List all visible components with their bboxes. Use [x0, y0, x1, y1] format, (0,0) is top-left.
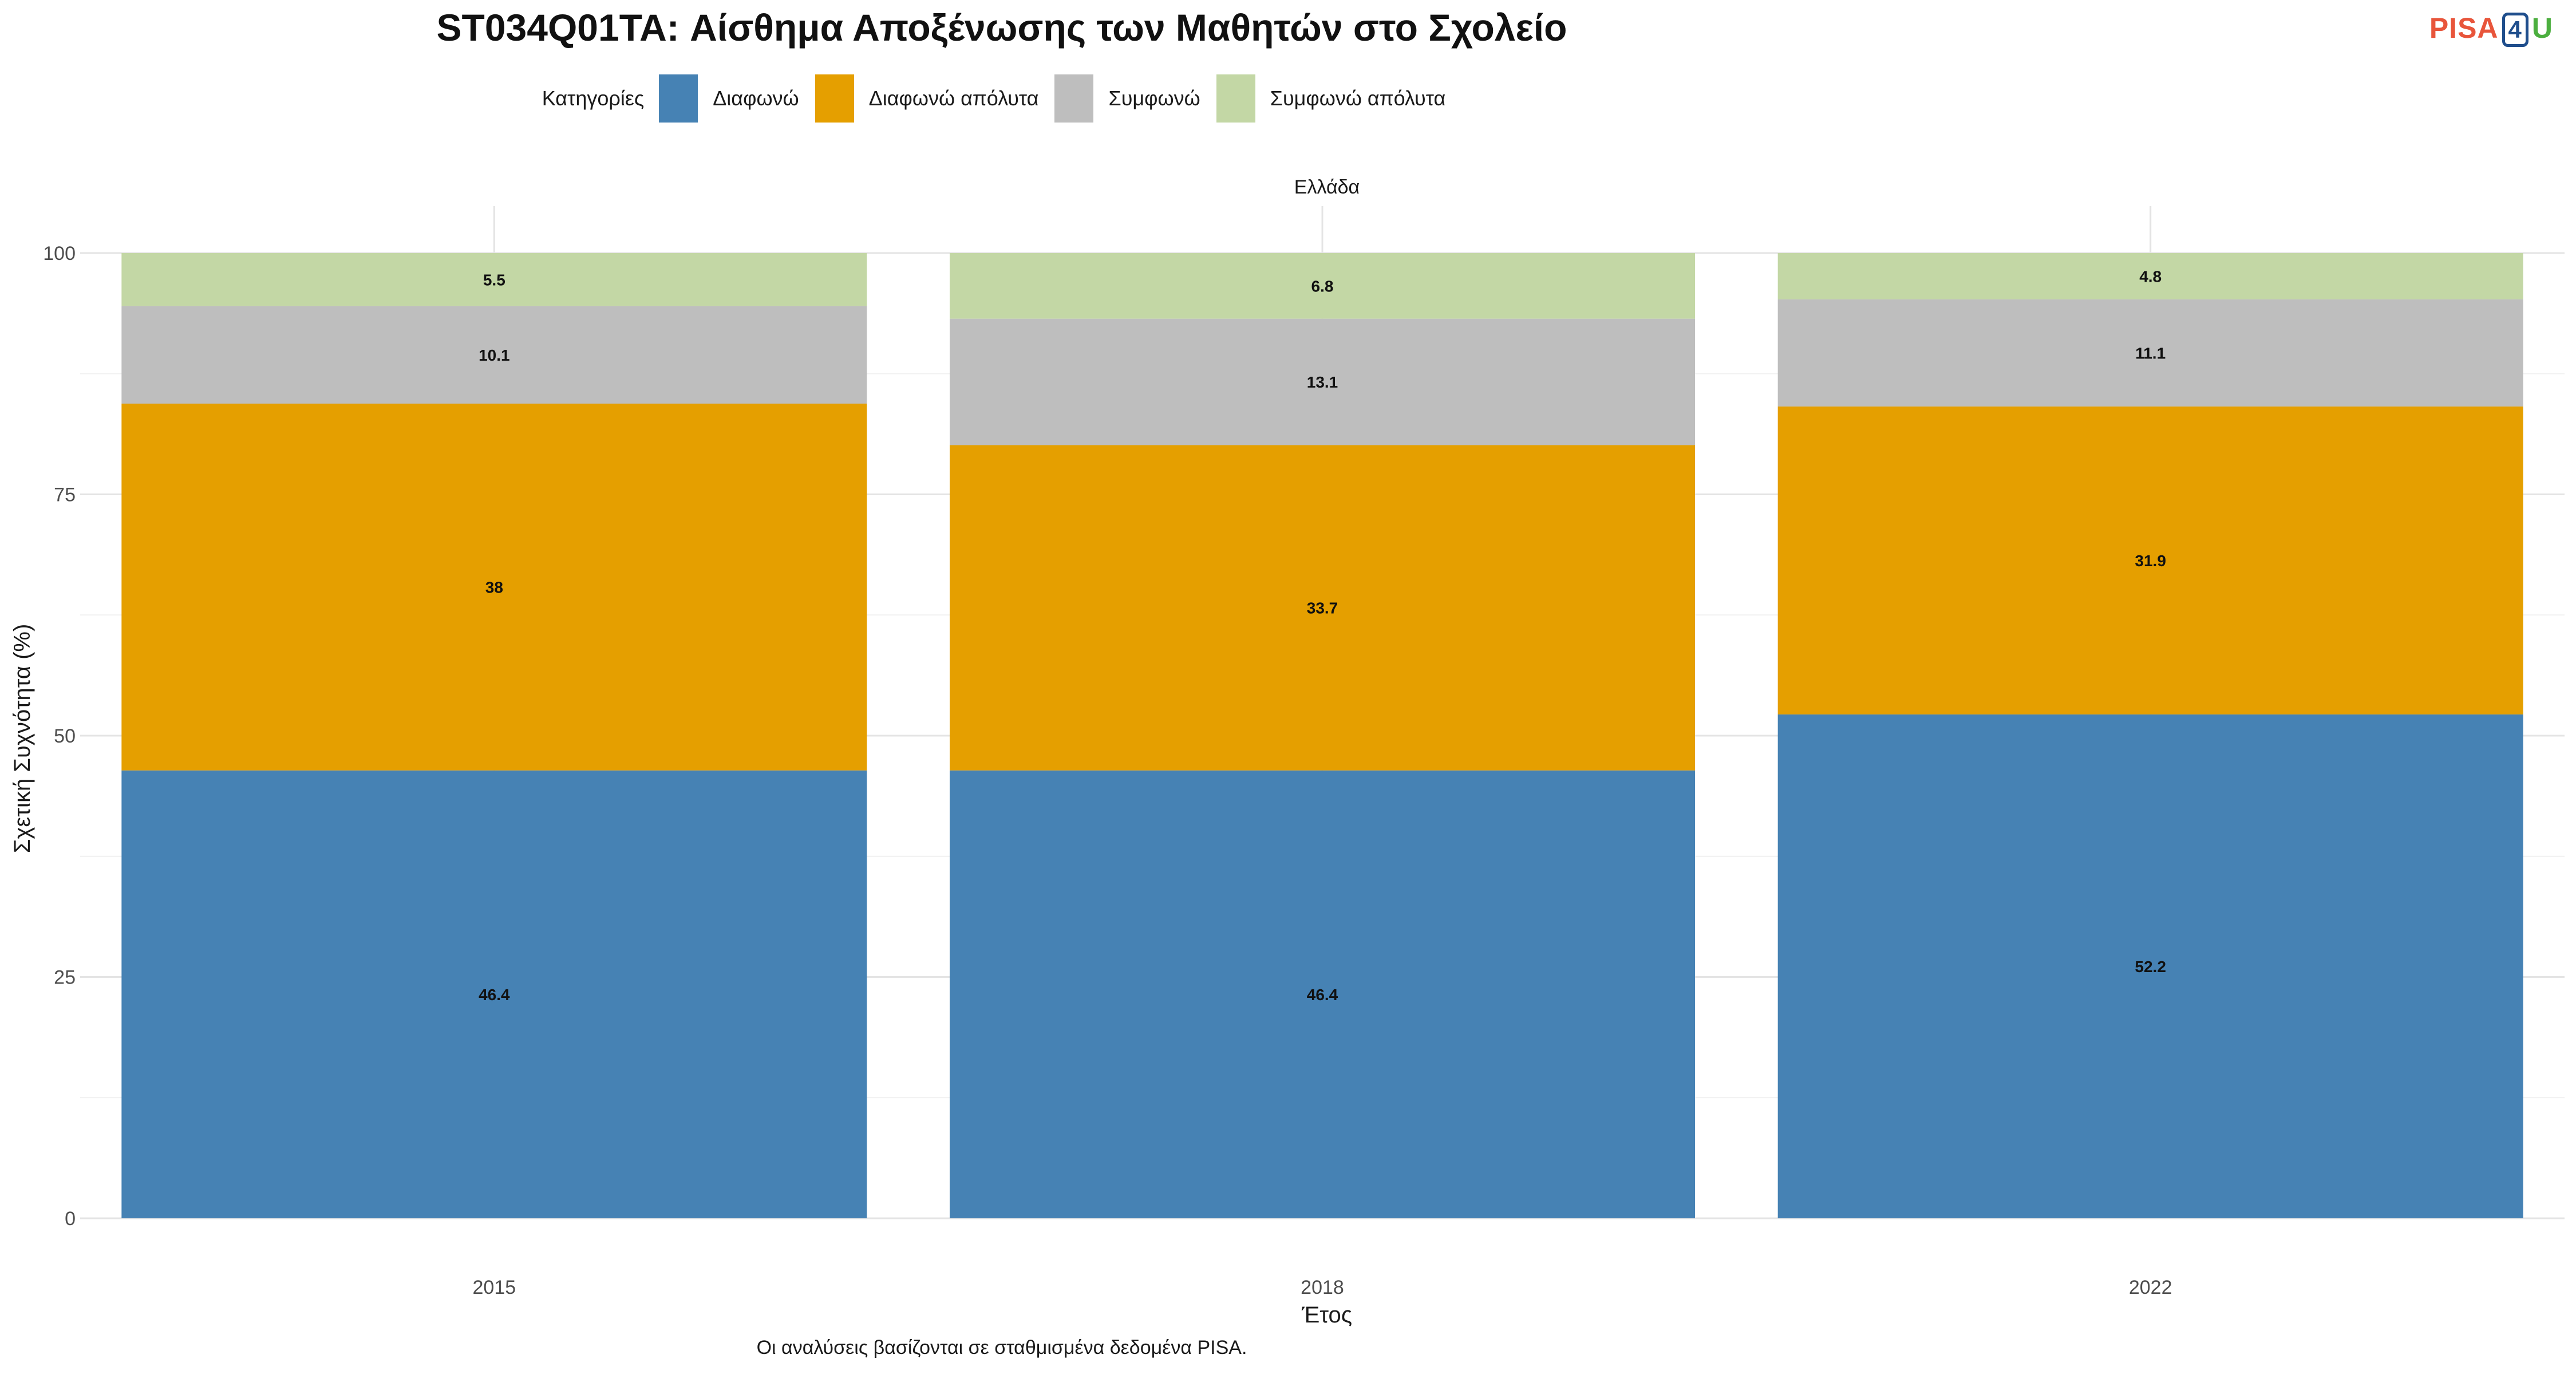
- bar-segment: [121, 253, 867, 306]
- legend-label: Διαφωνώ απόλυτα: [868, 86, 1039, 110]
- legend-swatch: [659, 74, 698, 123]
- legend-swatch: [1054, 74, 1094, 123]
- y-axis-ticks: 0 25 50 75 100: [43, 243, 76, 1230]
- y-axis-title: Σχετική Συχνότητα (%): [10, 624, 35, 854]
- bar-value-label: 5.5: [483, 271, 505, 289]
- y-tick-label: 50: [54, 725, 76, 747]
- x-tick-label: 2015: [473, 1277, 516, 1298]
- bar-segment: [950, 445, 1695, 771]
- bar-value-label: 33.7: [1307, 599, 1338, 617]
- y-tick-label: 100: [43, 243, 76, 264]
- bar-segment: [121, 404, 867, 771]
- bar-value-label: 10.1: [479, 346, 510, 364]
- legend-item: Διαφωνώ: [659, 74, 799, 123]
- y-tick-label: 25: [54, 967, 76, 989]
- y-tick-label: 75: [54, 484, 76, 506]
- bar-value-label: 11.1: [2135, 345, 2166, 362]
- legend: Κατηγορίες Διαφωνώ Διαφωνώ απόλυτα Συμφω…: [0, 74, 2004, 123]
- bar-value-label: 52.2: [2135, 958, 2166, 976]
- bar-value-label: 4.8: [2139, 267, 2162, 285]
- y-tick-label: 0: [65, 1208, 76, 1230]
- bar-value-label: 38: [485, 578, 503, 596]
- bar-segment: [950, 253, 1695, 319]
- x-axis-ticks: 2015 2018 2022: [473, 1277, 2172, 1298]
- bar-value-label: 31.9: [2135, 552, 2166, 570]
- bars: [121, 253, 2523, 1218]
- bar-segment: [1777, 253, 2523, 299]
- facet-label: Ελλάδα: [1294, 176, 1360, 198]
- logo-four: 4: [2502, 13, 2528, 47]
- logo-pisa: PISA: [2429, 12, 2499, 44]
- bar-value-label: 6.8: [1311, 277, 1334, 295]
- x-tick-label: 2018: [1301, 1277, 1344, 1298]
- pisa4u-logo: PISA 4 U: [2429, 11, 2553, 47]
- bar-segment: [121, 770, 867, 1218]
- bar-value-label: 46.4: [479, 986, 510, 1004]
- bar-segment: [121, 306, 867, 404]
- bar-labels: 46.4 38 10.1 5.5 46.4 33.7 13.1 6.8 52.2 31.9 11.1…: [479, 267, 2166, 1003]
- legend-label: Συμφωνώ: [1108, 86, 1200, 110]
- chart-title: ST034Q01TA: Αίσθημα Αποξένωσης των Μαθητ…: [436, 6, 1567, 49]
- legend-label: Διαφωνώ: [713, 86, 799, 110]
- bar-segment: [950, 770, 1695, 1218]
- legend-item: Συμφωνώ απόλυτα: [1216, 74, 1446, 123]
- x-axis-title: Έτος: [1301, 1302, 1352, 1328]
- legend-item: Διαφωνώ απόλυτα: [815, 74, 1039, 123]
- bar-value-label: 13.1: [1307, 373, 1338, 391]
- logo-u: U: [2531, 12, 2553, 44]
- legend-title: Κατηγορίες: [542, 86, 645, 110]
- bar-value-label: 46.4: [1307, 986, 1338, 1004]
- legend-swatch: [1216, 74, 1255, 123]
- bar-segment: [950, 318, 1695, 445]
- bar-segment: [1777, 299, 2523, 407]
- bar-segment: [1777, 406, 2523, 714]
- legend-label: Συμφωνώ απόλυτα: [1270, 86, 1446, 110]
- x-tick-label: 2022: [2129, 1277, 2172, 1298]
- bar-segment: [1777, 714, 2523, 1218]
- chart-caption: Οι αναλύσεις βασίζονται σε σταθμισμένα δ…: [756, 1337, 1247, 1359]
- legend-item: Συμφωνώ: [1054, 74, 1200, 123]
- legend-swatch: [815, 74, 854, 123]
